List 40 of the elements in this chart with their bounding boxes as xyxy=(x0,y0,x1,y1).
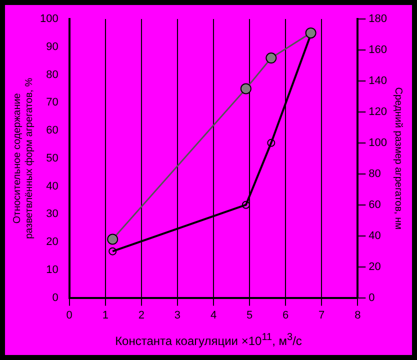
y-tick-label: 50 xyxy=(46,152,58,164)
y2-tick-label: 140 xyxy=(368,74,388,87)
y2-tick-label: 180 xyxy=(368,13,388,26)
point xyxy=(266,52,277,64)
x-tick-label: 3 xyxy=(174,309,181,322)
y-tick-label: 20 xyxy=(46,236,58,248)
x-tick-label: 7 xyxy=(318,309,325,322)
y-tick-label: 100 xyxy=(40,13,58,26)
point xyxy=(305,27,316,38)
y2-axis-title: Средний размер агрегатов, нм xyxy=(392,87,404,230)
y-tick-label: 60 xyxy=(46,124,58,137)
x-tick-label: 4 xyxy=(210,309,217,322)
y-tick-label: 0 xyxy=(52,292,58,304)
x-tick-label: 6 xyxy=(282,309,289,322)
y2-tick-label: 60 xyxy=(368,198,381,211)
y-tick-label: 30 xyxy=(46,208,58,220)
y-tick-label: 90 xyxy=(46,40,58,53)
x-tick-label: 2 xyxy=(138,309,144,322)
y2-tick-label: 40 xyxy=(368,230,381,242)
y-tick-label: 80 xyxy=(46,68,58,81)
x-tick-label: 0 xyxy=(66,309,72,322)
y-tick-label: 40 xyxy=(46,180,58,192)
point xyxy=(108,247,117,256)
point xyxy=(107,234,118,245)
y2-tick-label: 160 xyxy=(368,44,388,56)
y-tick-label: 70 xyxy=(46,96,58,109)
point xyxy=(242,200,250,209)
y2-tick-label: 100 xyxy=(368,136,388,149)
x-tick-label: 1 xyxy=(102,309,108,322)
y2-tick-label: 80 xyxy=(368,168,381,180)
x-axis-title: Константа коагуляции ×10$^{11}$, м$^{3}$/с xyxy=(114,332,303,348)
point xyxy=(240,83,252,94)
y-tick-label: 10 xyxy=(46,264,58,276)
y2-tick-label: 120 xyxy=(368,106,388,118)
point xyxy=(267,138,276,147)
y2-tick-label: 20 xyxy=(368,260,381,273)
x-tick-label: 8 xyxy=(354,309,361,322)
y2-tick-label: 0 xyxy=(368,292,375,304)
y-axis-title: Относительное содержание разветвлённых форм агрегатов, % xyxy=(12,78,35,239)
x-tick-label: 5 xyxy=(246,309,253,322)
